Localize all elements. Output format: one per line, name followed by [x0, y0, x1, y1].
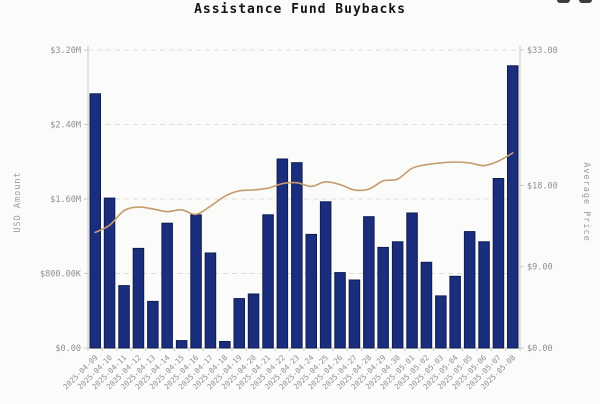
bar-2025-04-27[interactable] [348, 279, 361, 349]
bar-2025-05-01[interactable] [406, 212, 418, 349]
bar-2025-04-11[interactable] [118, 285, 130, 349]
toolbar-icon-2[interactable] [579, 0, 592, 3]
bar-2025-05-06[interactable] [478, 241, 490, 349]
bar-2025-04-23[interactable] [291, 162, 303, 349]
bar-2025-04-22[interactable] [276, 158, 289, 349]
bar-2025-04-28[interactable] [363, 216, 375, 349]
bar-2025-05-07[interactable] [492, 178, 505, 349]
bar-2025-04-18[interactable] [219, 341, 231, 349]
bar-2025-04-10[interactable] [103, 197, 116, 349]
bar-2025-05-03[interactable] [435, 295, 447, 349]
left-axis-label: $3.20M [50, 46, 81, 56]
chart-toolbar [557, 0, 592, 3]
bar-2025-05-08[interactable] [507, 65, 519, 349]
bar-2025-05-04[interactable] [449, 275, 461, 349]
bar-2025-04-24[interactable] [305, 233, 317, 349]
bar-2025-04-09[interactable] [89, 93, 101, 349]
bar-2025-04-16[interactable] [190, 214, 202, 349]
bar-2025-04-25[interactable] [319, 201, 332, 349]
right-axis-label: $9.00 [527, 263, 553, 273]
chart-title: Assistance Fund Buybacks [194, 2, 406, 17]
right-axis-label: $33.00 [527, 46, 558, 56]
left-axis-label: $2.40M [50, 121, 81, 131]
bar-2025-04-26[interactable] [334, 272, 346, 349]
left-axis-label: $1.60M [50, 195, 81, 205]
bar-2025-04-13[interactable] [147, 300, 159, 349]
bar-2025-04-12[interactable] [132, 247, 145, 349]
right-axis-label: $0.00 [527, 344, 553, 354]
left-axis-label: $0.00 [55, 344, 81, 354]
right-axis-title: Average Price [581, 162, 591, 242]
bar-2025-04-20[interactable] [247, 293, 260, 349]
bar-2025-05-02[interactable] [420, 261, 433, 349]
bar-2025-04-30[interactable] [391, 241, 404, 349]
bar-2025-05-05[interactable] [463, 231, 476, 349]
right-axis-label: $18.00 [527, 181, 558, 191]
bar-2025-04-19[interactable] [233, 298, 245, 349]
bar-2025-04-29[interactable] [377, 246, 389, 349]
average-price-line[interactable] [94, 152, 514, 234]
bar-2025-04-21[interactable] [262, 214, 274, 349]
bar-2025-04-15[interactable] [175, 340, 188, 349]
left-axis-label: $800.00K [40, 270, 82, 280]
bar-2025-04-17[interactable] [204, 252, 217, 349]
bar-2025-04-14[interactable] [161, 222, 173, 349]
toolbar-icon-1[interactable] [557, 0, 570, 3]
